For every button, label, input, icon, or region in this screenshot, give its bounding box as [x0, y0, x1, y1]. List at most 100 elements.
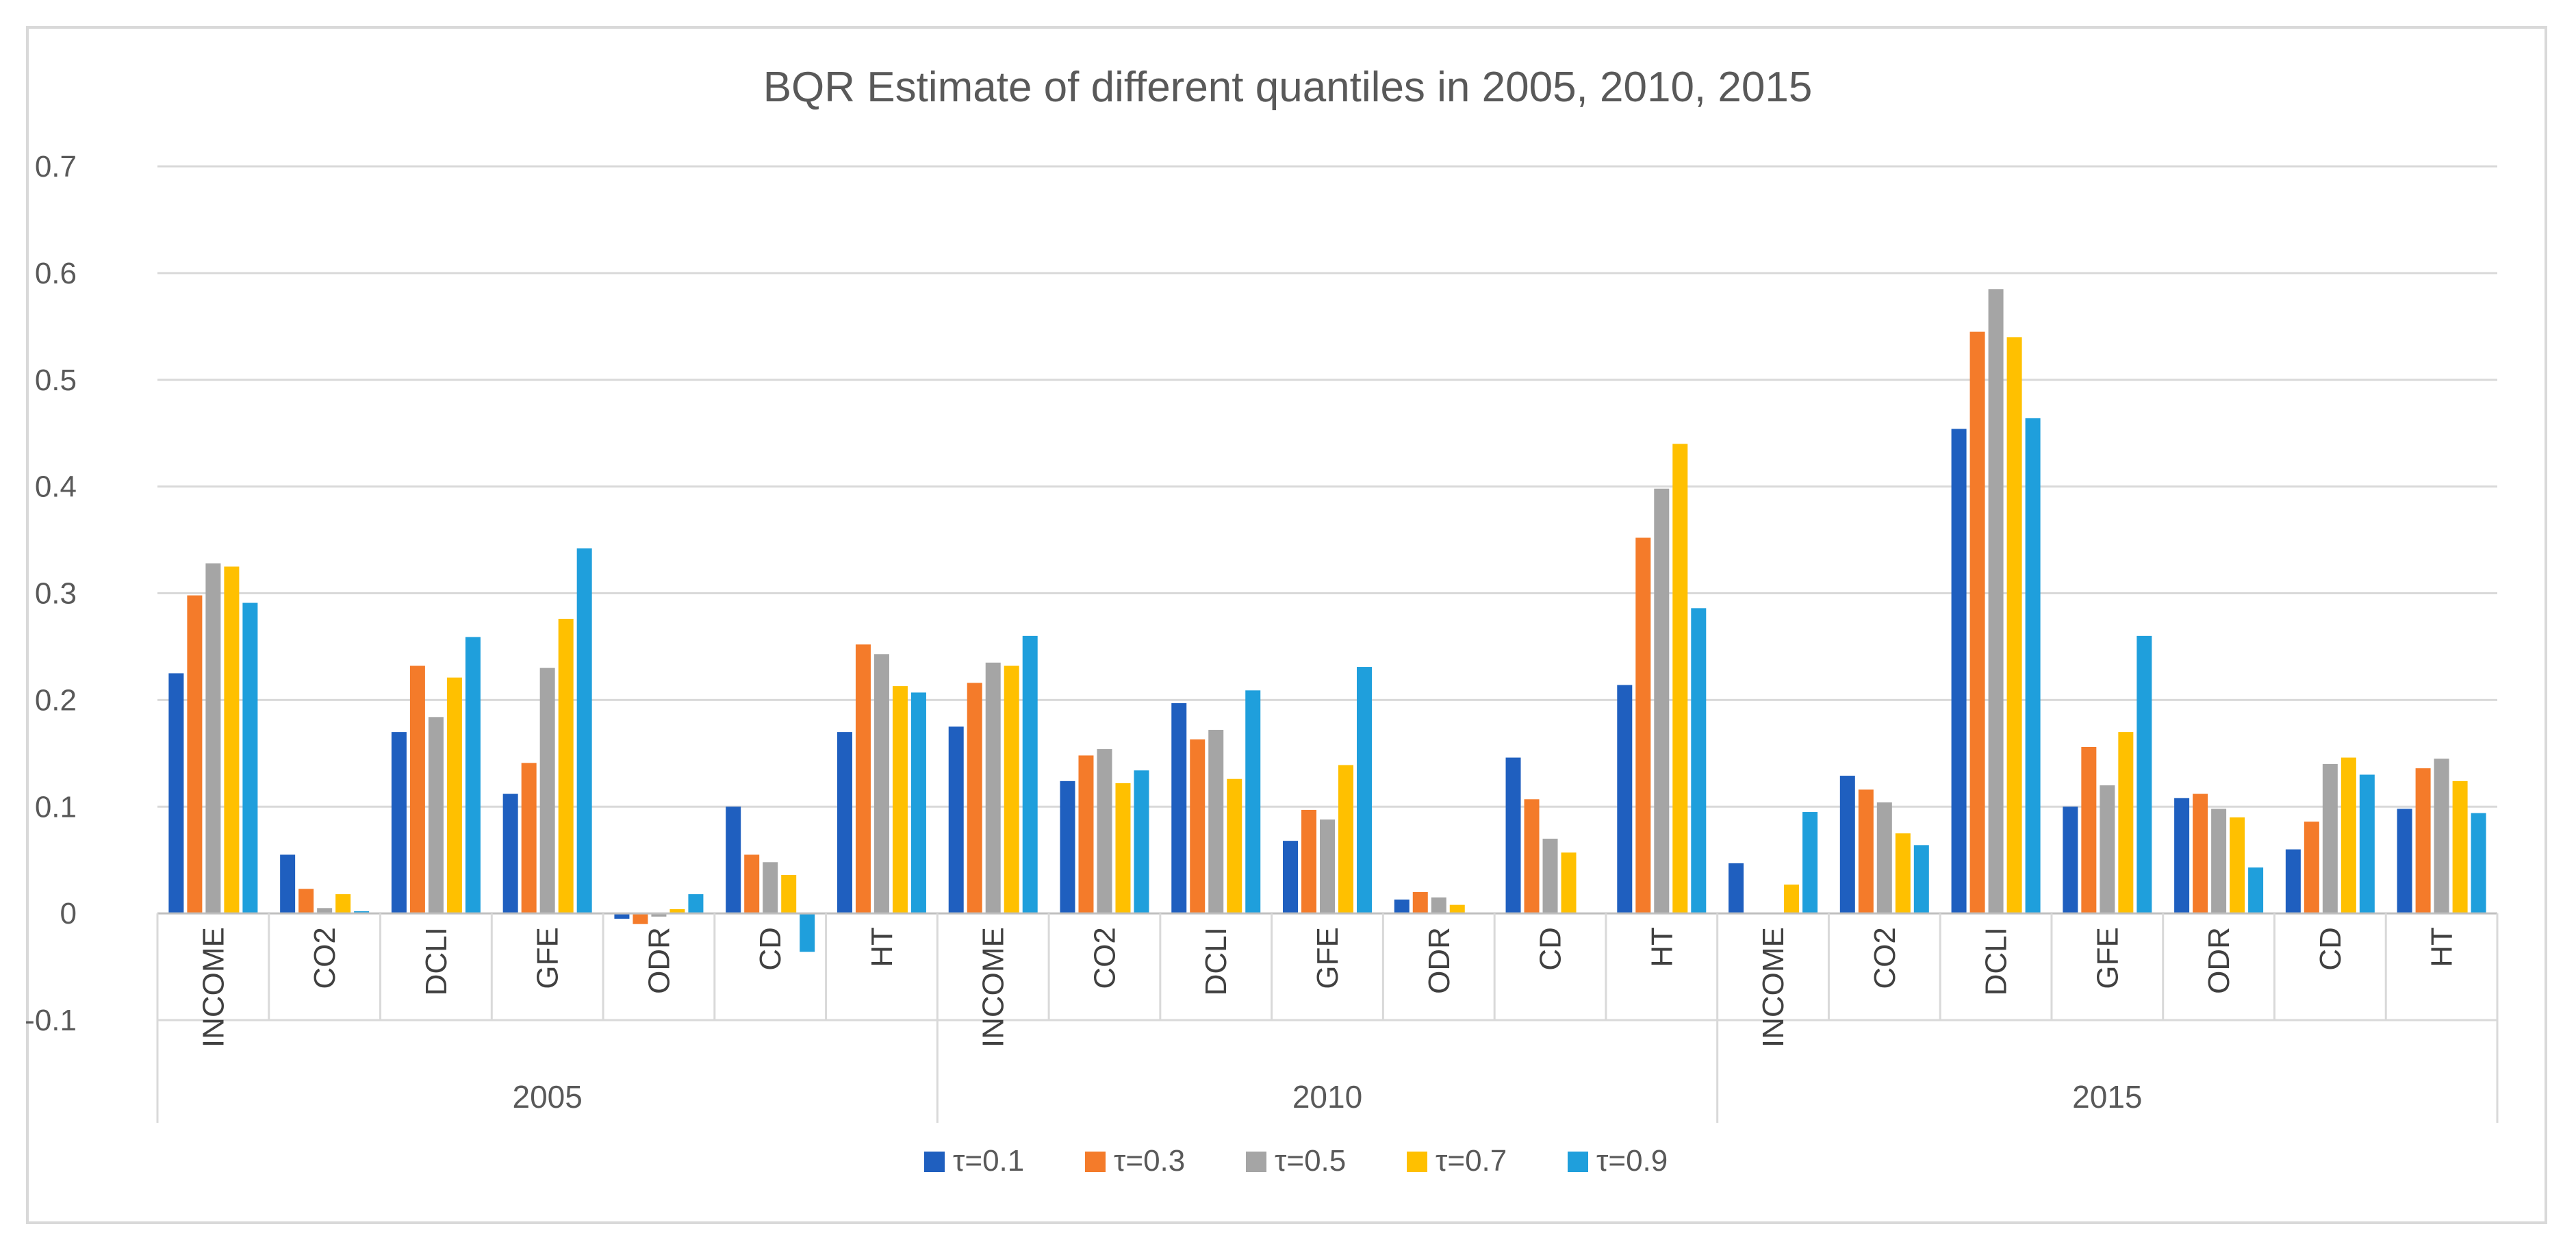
bar-cd-2010-s2	[1542, 839, 1558, 914]
chart-frame	[26, 26, 2547, 1224]
x-axis-category-labels: INCOME CO2 DCLI GFE ODR CD HT INCOME CO2 DCLI GFE O…	[196, 927, 2458, 1048]
bar-income-2010-s0	[948, 726, 964, 914]
bar-dcli-2005-s1	[409, 665, 425, 914]
bar-cd-2005-s4	[800, 913, 815, 952]
bar-ht-2015-s1	[2415, 768, 2431, 914]
legend-swatch	[1407, 1152, 1427, 1172]
x-group-label: 2005	[512, 1079, 582, 1115]
bar-gfe-2015-s0	[2063, 807, 2078, 914]
bar-cd-2010-s1	[1524, 799, 1540, 914]
bar-co2-2015-s2	[1876, 802, 1892, 914]
bar-co2-2015-s1	[1858, 789, 1874, 914]
x-category-label: INCOME	[977, 927, 1010, 1048]
bar-odr-2005-s2	[651, 913, 667, 917]
bar-dcli-2005-s3	[446, 677, 462, 914]
bar-gfe-2015-s1	[2081, 746, 2097, 914]
bar-dcli-2005-s0	[391, 732, 407, 914]
x-category-label: HT	[865, 927, 899, 967]
x-category-label: DCLI	[420, 927, 453, 995]
bar-dcli-2010-s1	[1190, 739, 1206, 914]
x-category-label: CD	[754, 927, 787, 971]
bar-co2-2015-s3	[1895, 833, 1911, 914]
bar-odr-2010-s3	[1449, 904, 1465, 914]
bar-ht-2015-s4	[2471, 813, 2486, 914]
bar-gfe-2010-s4	[1357, 667, 1372, 914]
x-category-label: CD	[2314, 927, 2347, 971]
bar-cd-2005-s3	[781, 875, 797, 914]
bar-odr-2010-s2	[1431, 897, 1446, 914]
legend-item: τ=0.1	[924, 1144, 1024, 1178]
bars	[168, 289, 2486, 952]
bar-cd-2005-s1	[744, 854, 760, 914]
y-tick-label: 0.4	[35, 470, 77, 504]
bar-ht-2015-s3	[2452, 780, 2468, 914]
bar-ht-2010-s3	[1672, 444, 1688, 914]
legend-label: τ=0.3	[1114, 1144, 1185, 1178]
bar-dcli-2005-s4	[465, 637, 481, 914]
x-category-label: GFE	[2091, 927, 2124, 989]
bar-gfe-2005-s0	[502, 793, 518, 914]
bar-ht-2015-s2	[2434, 759, 2449, 914]
bar-co2-2005-s2	[317, 908, 333, 914]
bar-income-2010-s3	[1004, 665, 1019, 914]
bar-ht-2010-s1	[1635, 537, 1651, 914]
bar-ht-2005-s2	[873, 654, 889, 914]
bar-income-2010-s4	[1022, 635, 1038, 914]
bar-co2-2005-s4	[354, 911, 370, 914]
bar-income-2005-s4	[242, 602, 258, 914]
bar-cd-2010-s0	[1505, 757, 1521, 914]
bar-gfe-2005-s1	[521, 763, 537, 914]
x-category-label: ODR	[1423, 927, 1456, 994]
bar-ht-2010-s0	[1617, 685, 1633, 914]
bar-cd-2010-s3	[1561, 852, 1577, 914]
bar-co2-2010-s4	[1134, 770, 1149, 914]
bar-income-2015-s3	[1784, 885, 1800, 914]
x-axis	[156, 912, 2499, 1123]
bar-gfe-2015-s3	[2118, 732, 2134, 914]
bar-co2-2005-s3	[335, 894, 351, 914]
bar-odr-2005-s1	[633, 913, 648, 924]
legend-item: τ=0.7	[1407, 1144, 1507, 1178]
x-category-label: DCLI	[1980, 927, 2013, 995]
bar-co2-2010-s0	[1060, 780, 1075, 914]
bar-cd-2015-s0	[2285, 849, 2301, 914]
bar-odr-2005-s0	[614, 913, 630, 919]
bar-dcli-2015-s1	[1969, 331, 1985, 914]
legend-label: τ=0.1	[953, 1144, 1024, 1178]
legend-label: τ=0.5	[1275, 1144, 1346, 1178]
bar-ht-2005-s0	[837, 732, 852, 914]
y-tick-label: 0.7	[35, 150, 77, 183]
bar-gfe-2015-s2	[2100, 785, 2115, 914]
x-category-label: CD	[1534, 927, 1568, 971]
bar-dcli-2005-s2	[428, 717, 444, 914]
bar-odr-2010-s0	[1394, 899, 1410, 914]
bar-dcli-2010-s2	[1208, 730, 1224, 914]
bar-co2-2005-s0	[280, 854, 296, 914]
bar-co2-2010-s1	[1078, 755, 1094, 914]
legend-item: τ=0.9	[1568, 1144, 1668, 1178]
legend-swatch	[924, 1152, 945, 1172]
bar-dcli-2015-s4	[2025, 418, 2041, 914]
bar-co2-2015-s4	[1913, 845, 1929, 914]
bar-gfe-2010-s3	[1338, 765, 1353, 914]
bar-odr-2015-s0	[2174, 798, 2190, 914]
bar-income-2015-s0	[1729, 863, 1744, 914]
bar-cd-2015-s2	[2322, 763, 2338, 914]
bar-dcli-2015-s2	[1988, 289, 2004, 914]
bar-odr-2005-s4	[688, 894, 704, 914]
bar-income-2010-s1	[967, 683, 982, 914]
bar-odr-2015-s1	[2193, 793, 2208, 914]
bar-ht-2010-s2	[1654, 488, 1670, 914]
legend-swatch	[1568, 1152, 1588, 1172]
bar-odr-2015-s4	[2248, 867, 2264, 914]
y-tick-label: 0.1	[35, 790, 77, 824]
bar-income-2005-s3	[224, 566, 240, 914]
x-category-label: ODR	[2202, 927, 2236, 994]
bar-co2-2005-s1	[298, 889, 314, 914]
x-category-label: CO2	[308, 927, 342, 989]
legend: τ=0.1 τ=0.3 τ=0.5 τ=0.7 τ=0.9	[924, 1144, 1668, 1178]
legend-label: τ=0.7	[1436, 1144, 1507, 1178]
bar-odr-2005-s3	[669, 909, 685, 914]
y-tick-label: -0.1	[25, 1004, 77, 1037]
